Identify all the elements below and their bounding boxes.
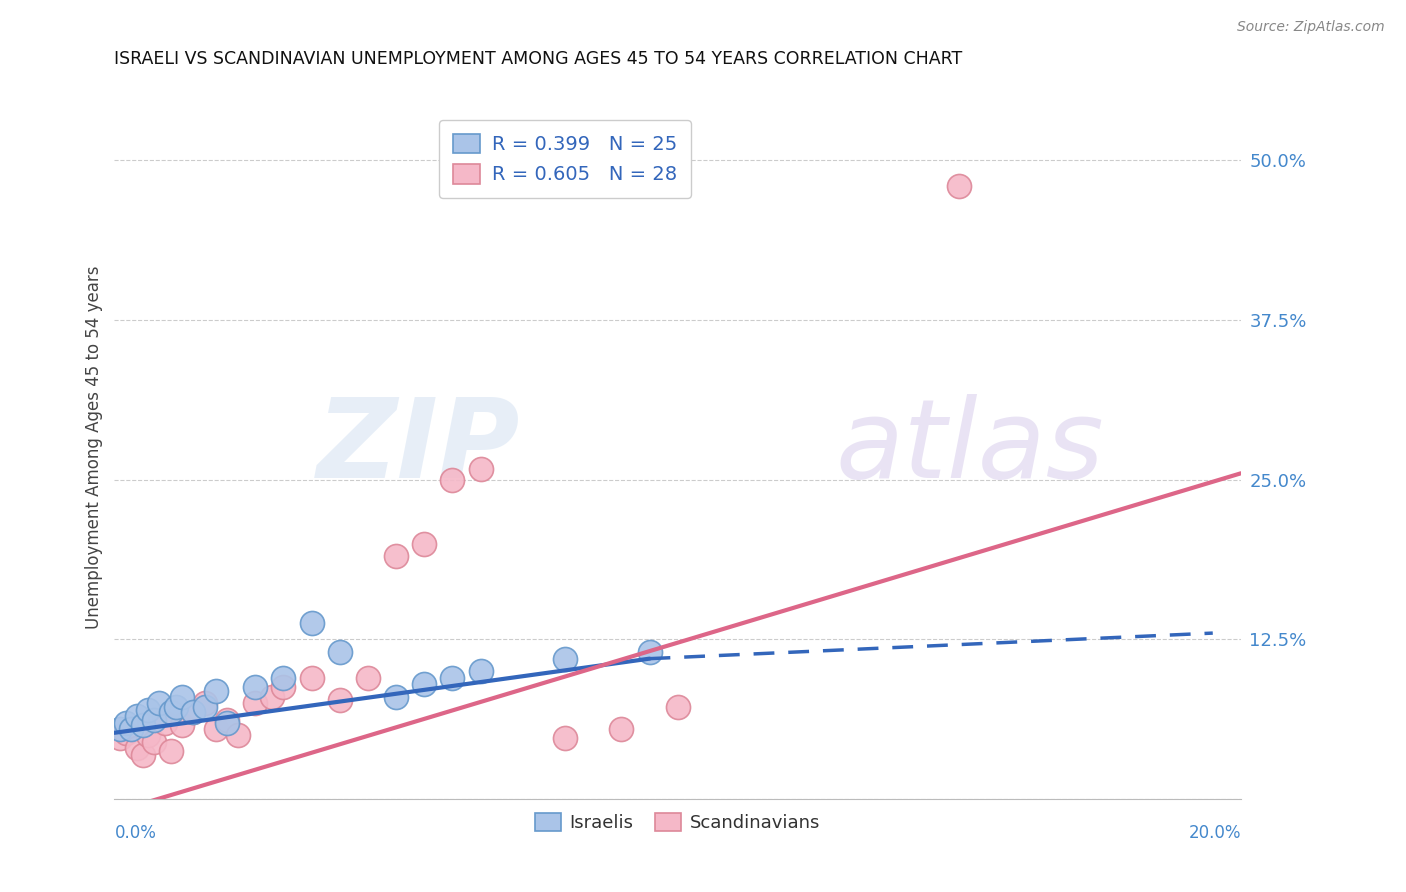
Point [245, 680, 267, 694]
Point [441, 671, 464, 685]
Point [215, 713, 238, 727]
Point [125, 741, 148, 756]
Point [329, 692, 352, 706]
Point [159, 744, 181, 758]
Point [215, 715, 238, 730]
Point [273, 680, 295, 694]
Text: Source: ZipAtlas.com: Source: ZipAtlas.com [1237, 20, 1385, 34]
Point [181, 706, 204, 720]
Y-axis label: Unemployment Among Ages 45 to 54 years: Unemployment Among Ages 45 to 54 years [86, 266, 103, 630]
Point [638, 645, 661, 659]
Point [131, 718, 153, 732]
Point [554, 731, 576, 745]
Point [357, 671, 380, 685]
Legend: Israelis, Scandinavians: Israelis, Scandinavians [529, 805, 827, 839]
Point [165, 700, 187, 714]
Point [413, 677, 436, 691]
Point [153, 715, 176, 730]
Point [228, 728, 250, 742]
Point [441, 473, 464, 487]
Point [204, 722, 226, 736]
Point [125, 709, 148, 723]
Point [193, 700, 215, 714]
Point [136, 703, 159, 717]
Point [108, 722, 131, 736]
Point [108, 731, 131, 745]
Point [385, 690, 408, 704]
Point [301, 671, 323, 685]
Point [470, 462, 492, 476]
Point [114, 726, 136, 740]
Point [273, 671, 295, 685]
Point [148, 697, 170, 711]
Point [159, 706, 181, 720]
Point [142, 713, 165, 727]
Point [131, 747, 153, 762]
Point [204, 683, 226, 698]
Point [262, 690, 284, 704]
Point [554, 651, 576, 665]
Point [114, 715, 136, 730]
Point [470, 665, 492, 679]
Point [120, 722, 142, 736]
Point [948, 178, 970, 193]
Point [385, 549, 408, 564]
Point [329, 645, 352, 659]
Point [170, 718, 193, 732]
Text: ISRAELI VS SCANDINAVIAN UNEMPLOYMENT AMONG AGES 45 TO 54 YEARS CORRELATION CHART: ISRAELI VS SCANDINAVIAN UNEMPLOYMENT AMO… [114, 50, 963, 68]
Point [142, 735, 165, 749]
Point [193, 697, 215, 711]
Text: 20.0%: 20.0% [1188, 824, 1241, 842]
Text: ZIP: ZIP [316, 394, 520, 501]
Point [170, 690, 193, 704]
Point [181, 706, 204, 720]
Point [301, 615, 323, 630]
Text: atlas: atlas [835, 394, 1104, 501]
Text: 0.0%: 0.0% [114, 824, 156, 842]
Point [245, 697, 267, 711]
Point [666, 700, 689, 714]
Point [610, 722, 633, 736]
Point [413, 536, 436, 550]
Point [136, 728, 159, 742]
